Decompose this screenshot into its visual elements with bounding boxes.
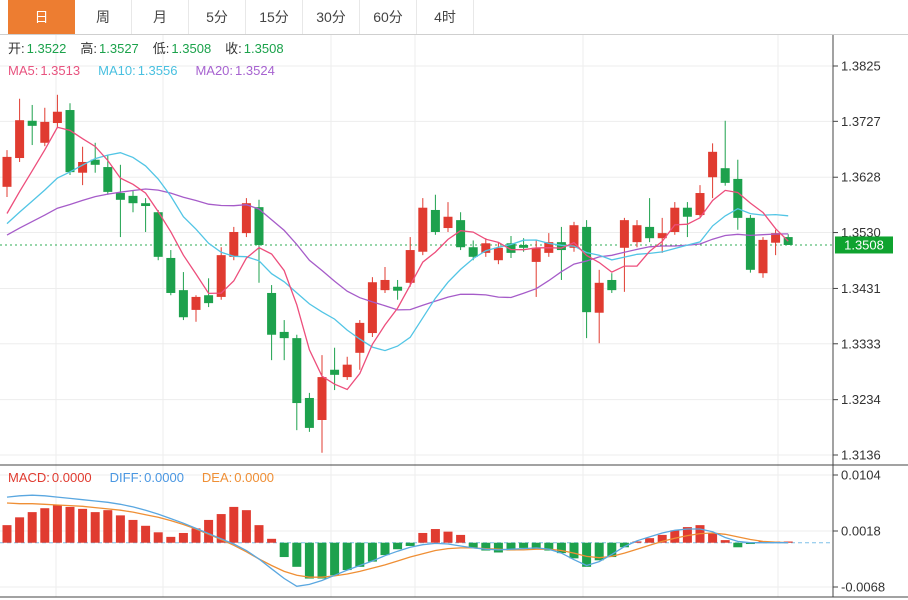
- svg-text:1.3136: 1.3136: [841, 448, 881, 463]
- svg-text:1.3234: 1.3234: [841, 392, 881, 407]
- svg-text:1.3628: 1.3628: [841, 170, 881, 185]
- svg-text:1.3530: 1.3530: [841, 225, 881, 240]
- interval-tabbar: 日周月 5分 15分 30分 60分 4时: [0, 0, 908, 35]
- svg-text:1.3333: 1.3333: [841, 336, 881, 351]
- macd-histogram: [2, 504, 793, 579]
- tab-day[interactable]: 日: [8, 0, 75, 34]
- ma20-line: [6, 188, 789, 311]
- svg-text:0.0018: 0.0018: [841, 524, 881, 539]
- tab-month[interactable]: 月: [132, 0, 189, 34]
- tab-15min[interactable]: 15分: [246, 0, 303, 34]
- diff-line: [6, 494, 789, 587]
- tab-4hour[interactable]: 4时: [417, 0, 474, 34]
- macd-axis-labels: 0.0104 0.0018 -0.0068: [833, 468, 885, 595]
- current-price-badge: 1.3508: [835, 236, 893, 254]
- svg-text:-0.0068: -0.0068: [841, 580, 885, 595]
- grid-lines: [0, 35, 833, 597]
- tab-60min[interactable]: 60分: [360, 0, 417, 34]
- dea-line: [6, 502, 789, 578]
- svg-text:1.3825: 1.3825: [841, 59, 881, 74]
- svg-text:1.3508: 1.3508: [844, 237, 884, 252]
- tab-5min[interactable]: 5分: [189, 0, 246, 34]
- tab-week[interactable]: 周: [75, 0, 132, 34]
- tab-30min[interactable]: 30分: [303, 0, 360, 34]
- candles-layer: [2, 94, 793, 453]
- price-axis-labels: 1.3825 1.3727 1.3628 1.3530 1.3431 1.3333 1.32…: [833, 59, 881, 463]
- ma5-line: [6, 126, 789, 391]
- svg-text:1.3431: 1.3431: [841, 281, 881, 296]
- panel-borders: [0, 35, 908, 598]
- ma10-line: [6, 152, 789, 352]
- svg-text:1.3727: 1.3727: [841, 114, 881, 129]
- candlestick-chart[interactable]: 1.3825 1.3727 1.3628 1.3530 1.3431 1.3333 1.32…: [0, 35, 908, 600]
- svg-text:0.0104: 0.0104: [841, 468, 881, 483]
